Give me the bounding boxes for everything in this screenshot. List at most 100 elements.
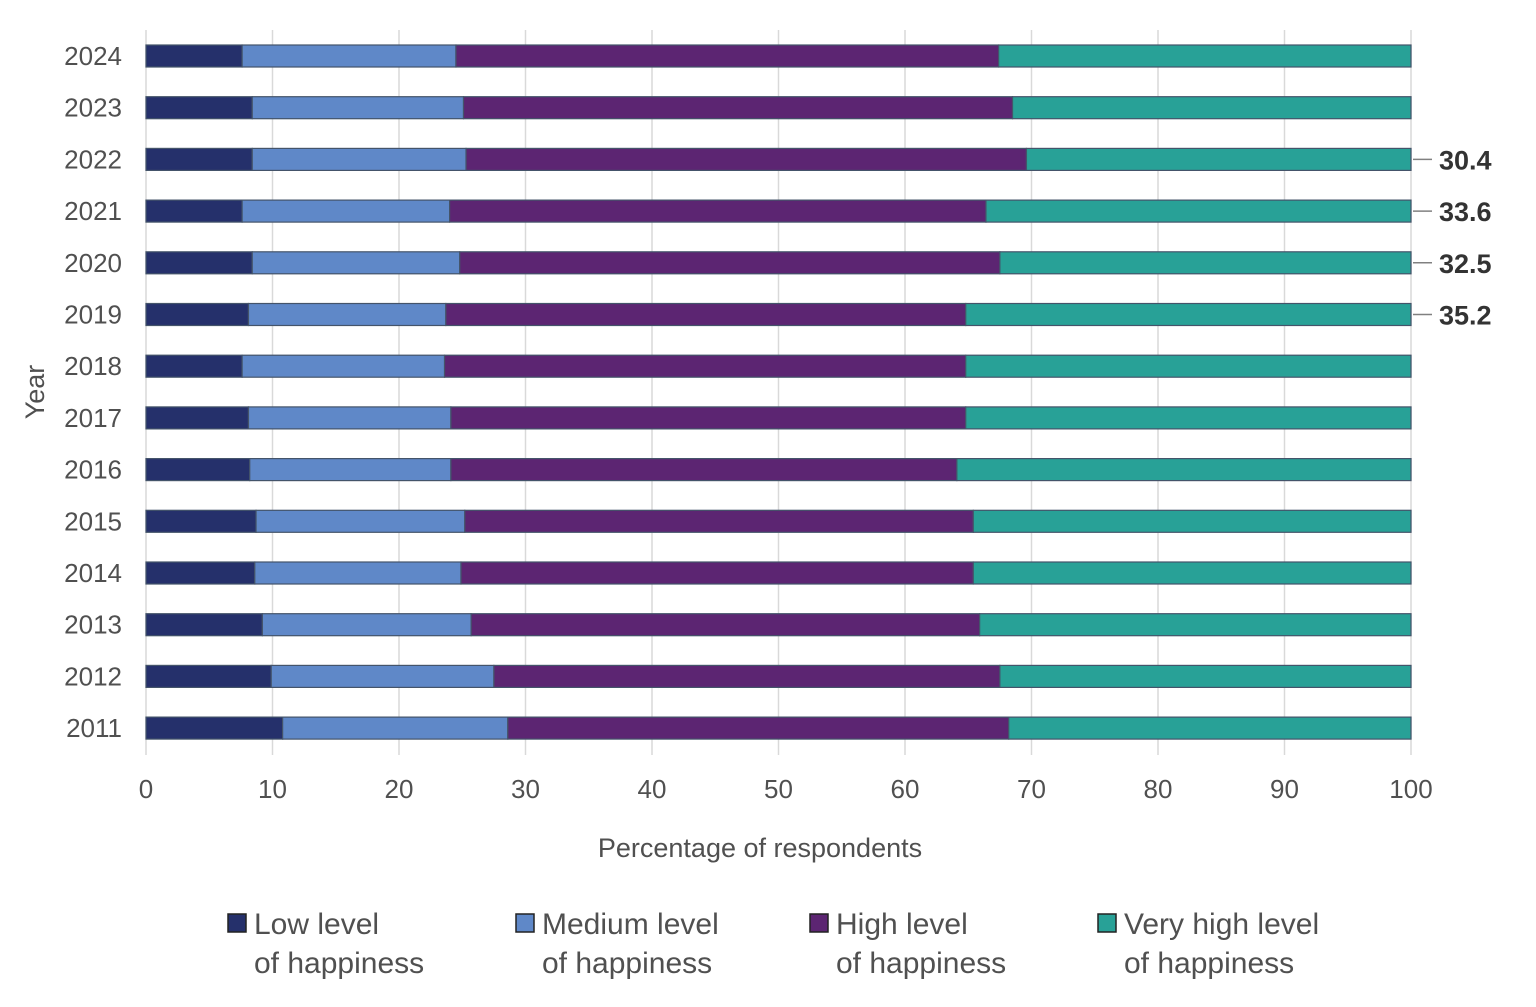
- gridlines: [145, 30, 1412, 755]
- bar-segment: [145, 406, 250, 430]
- x-tick-label: 80: [1144, 774, 1173, 804]
- y-tick-label: 2013: [64, 610, 122, 640]
- bar-segment: [261, 613, 472, 637]
- bar-segment: [450, 406, 967, 430]
- y-tick-label: 2015: [64, 506, 122, 536]
- bar-segment: [470, 613, 981, 637]
- bar-segment: [241, 354, 446, 378]
- legend-label: of happiness: [254, 947, 424, 980]
- legend-label: Very high level: [1124, 908, 1319, 941]
- x-axis-label: Percentage of respondents: [598, 833, 922, 863]
- x-tick-labels: 0 10 20 30 40 50 60 70 80 90 100: [139, 774, 1433, 804]
- bar-segment: [270, 664, 495, 689]
- bar-segment: [979, 613, 1412, 637]
- legend-label: of happiness: [836, 947, 1006, 980]
- bar-segment: [145, 458, 251, 482]
- bar-segment: [465, 147, 1028, 171]
- bar-segment: [145, 716, 284, 740]
- bar-segment: [145, 96, 253, 120]
- legend-label: of happiness: [1124, 947, 1294, 980]
- bar-segment: [282, 716, 509, 740]
- x-tick-label: 60: [891, 774, 920, 804]
- bar-segment: [145, 664, 272, 689]
- y-tick-label: 2011: [66, 713, 122, 743]
- y-tick-label: 2021: [64, 196, 122, 226]
- x-tick-label: 50: [764, 774, 793, 804]
- bar-segment: [965, 406, 1412, 430]
- bar-segment: [1008, 716, 1412, 740]
- bar-segment: [247, 406, 452, 430]
- bar-segment: [1011, 96, 1412, 120]
- data-label: 33.6: [1439, 197, 1492, 227]
- x-tick-label: 20: [385, 774, 414, 804]
- bar-segment: [450, 458, 958, 482]
- bar-segment: [507, 716, 1010, 740]
- legend-label: High level: [836, 908, 968, 941]
- bar-segment: [145, 509, 257, 533]
- bar-segment: [247, 302, 447, 327]
- legend-label: Medium level: [542, 908, 719, 941]
- bar-segment: [1025, 147, 1412, 171]
- x-tick-label: 40: [638, 774, 667, 804]
- bar-segment: [249, 458, 452, 482]
- bar-segment: [145, 44, 243, 68]
- legend-label: Low level: [254, 908, 379, 941]
- bar-segment: [251, 147, 467, 171]
- bar-segment: [985, 199, 1412, 223]
- x-tick-label: 10: [258, 774, 287, 804]
- y-tick-labels: 2024 2023 2022 2021 2020 2019 2018 2017 2016 2015…: [64, 41, 122, 743]
- legend-swatch: [809, 913, 829, 933]
- bar-segment: [145, 354, 243, 378]
- bar-segment: [462, 96, 1014, 120]
- bar-segment: [241, 199, 451, 223]
- bar-segment: [251, 96, 465, 120]
- bars: [145, 44, 1412, 740]
- bar-segment: [455, 44, 1000, 68]
- bar-segment: [443, 354, 967, 378]
- bar-segment: [145, 251, 253, 275]
- x-tick-label: 90: [1270, 774, 1299, 804]
- bar-segment: [145, 147, 253, 171]
- legend-swatch: [1097, 913, 1117, 933]
- bar-segment: [972, 509, 1412, 533]
- y-tick-label: 2019: [64, 300, 122, 330]
- bar-segment: [998, 44, 1412, 68]
- bar-segment: [241, 44, 457, 68]
- data-label: 32.5: [1439, 249, 1492, 279]
- bar-segment: [254, 561, 462, 585]
- bar-segment: [965, 302, 1412, 327]
- bar-segment: [145, 613, 263, 637]
- y-tick-label: 2024: [64, 41, 122, 71]
- y-tick-label: 2022: [64, 144, 122, 174]
- bar-segment: [493, 664, 1001, 689]
- legend-swatch: [227, 913, 247, 933]
- y-tick-label: 2023: [64, 93, 122, 123]
- x-tick-label: 70: [1017, 774, 1046, 804]
- y-tick-label: 2017: [64, 403, 122, 433]
- bar-segment: [999, 251, 1412, 275]
- bar-segment: [145, 302, 250, 327]
- bar-segment: [972, 561, 1412, 585]
- bar-segment: [255, 509, 466, 533]
- y-tick-label: 2014: [64, 558, 122, 588]
- y-axis-label: Year: [20, 365, 50, 420]
- x-tick-label: 100: [1389, 774, 1432, 804]
- legend: Low level of happiness Medium level of happ…: [227, 908, 1319, 980]
- y-tick-label: 2012: [64, 661, 122, 691]
- bar-segment: [956, 458, 1412, 482]
- y-tick-label: 2020: [64, 248, 122, 278]
- legend-label: of happiness: [542, 947, 712, 980]
- data-label: 30.4: [1439, 145, 1492, 175]
- y-tick-label: 2018: [64, 351, 122, 381]
- legend-swatch: [515, 913, 535, 933]
- bar-segment: [965, 354, 1412, 378]
- bar-segment: [445, 302, 967, 327]
- bar-segment: [460, 561, 974, 585]
- x-tick-label: 30: [511, 774, 540, 804]
- bar-segment: [251, 251, 461, 275]
- annotations: 30.4 33.6 32.5 35.2: [1413, 145, 1492, 331]
- bar-segment: [459, 251, 1001, 275]
- bar-segment: [449, 199, 987, 223]
- data-label: 35.2: [1439, 301, 1492, 331]
